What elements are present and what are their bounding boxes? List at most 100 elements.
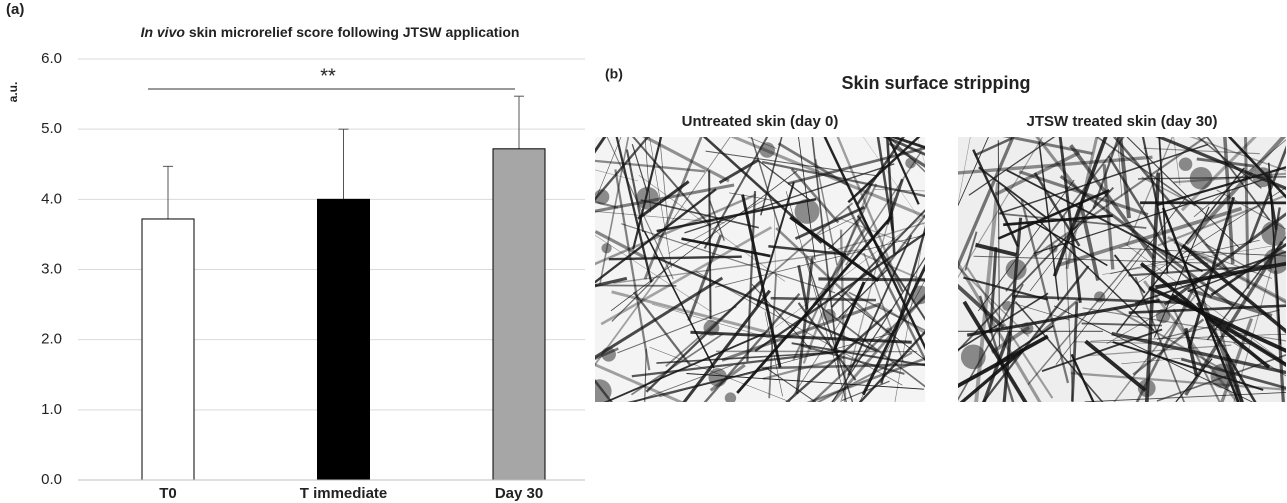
texture-line (1035, 137, 1080, 192)
texture-line (1180, 357, 1286, 390)
texture-line (595, 276, 724, 360)
texture-line (632, 137, 712, 228)
texture-line (863, 137, 925, 227)
texture-line (1201, 253, 1272, 279)
texture-line (1143, 147, 1260, 155)
texture-line (1070, 353, 1095, 402)
texture-blot (885, 327, 892, 334)
texture-line (729, 137, 925, 219)
texture-line (1081, 322, 1162, 327)
texture-line (974, 137, 1013, 157)
texture-line (959, 348, 1025, 402)
texture-line (1005, 137, 1125, 292)
texture-line (1132, 318, 1205, 376)
texture-line (595, 169, 639, 182)
texture-line (775, 227, 893, 337)
texture-line (858, 330, 925, 402)
texture-line (764, 311, 783, 397)
texture-line (756, 181, 795, 307)
texture-line (880, 225, 925, 384)
texture-line (595, 234, 712, 313)
bar (317, 198, 370, 481)
texture-blot (794, 198, 820, 224)
texture-blot (601, 243, 612, 254)
texture-line (1113, 291, 1199, 402)
texture-line (889, 137, 925, 149)
texture-line (746, 191, 757, 362)
texture-line (994, 151, 1081, 196)
texture-blot (1048, 244, 1058, 253)
texture-line (702, 137, 823, 244)
texture-line (1113, 307, 1232, 376)
texture-blot (1021, 322, 1034, 335)
texture-line (1134, 276, 1185, 402)
texture-line (640, 199, 759, 229)
texture-line (848, 291, 925, 332)
texture-line (1073, 341, 1151, 344)
texture-blot (1178, 157, 1193, 171)
texture-line (1111, 331, 1286, 375)
panel-title: Skin surface stripping (841, 73, 1030, 93)
texture-line (1004, 187, 1155, 331)
texture-line (795, 257, 814, 394)
texture-line (1033, 137, 1208, 258)
texture-line (627, 367, 770, 402)
texture-line (1213, 317, 1286, 366)
texture-blot (1252, 167, 1273, 188)
texture-line (1063, 215, 1074, 402)
texture-line (810, 295, 925, 402)
plot: 0.0 1.0 2.0 3.0 4.0 5.0 6.0 T0 T immediate Day 30 (41, 50, 585, 502)
texture-blot (601, 347, 616, 362)
texture-line (859, 279, 925, 402)
texture-line (595, 260, 672, 367)
texture-line (888, 137, 925, 173)
texture-line (962, 300, 1028, 402)
texture-line (860, 216, 904, 293)
texture-line (958, 137, 1015, 270)
texture-blot (1137, 379, 1156, 397)
texture-line (1095, 137, 1196, 207)
texture-line (617, 306, 737, 354)
texture-blot (1210, 363, 1236, 389)
texture-line (1205, 243, 1247, 267)
texture-line (1139, 262, 1271, 369)
texture-line (625, 149, 645, 233)
texture-line (790, 168, 840, 224)
texture-blot (724, 392, 737, 402)
texture-line (840, 197, 896, 402)
title-italic: In vivo (141, 24, 186, 40)
texture-line (665, 202, 854, 367)
texture-line (595, 276, 628, 288)
texture-line (777, 142, 849, 186)
texture-line (1124, 242, 1286, 365)
texture-line (595, 363, 685, 402)
texture-line (1248, 145, 1286, 244)
texture-line (785, 191, 847, 402)
texture-line (773, 206, 776, 273)
texture-line (1029, 218, 1086, 292)
texture-line (964, 231, 978, 271)
texture-line (845, 151, 922, 266)
texture-line (649, 137, 672, 268)
texture-line (1227, 137, 1286, 199)
texture-line (846, 205, 925, 362)
y-tick-label: 2.0 (41, 331, 62, 348)
image (595, 137, 925, 402)
texture-blot (1263, 248, 1286, 274)
y-tick-label: 0.0 (41, 471, 62, 488)
texture-line (1112, 137, 1230, 272)
texture-blot (1005, 259, 1027, 281)
texture-line (1084, 339, 1147, 392)
texture-line (1006, 169, 1204, 273)
texture-line (1118, 137, 1131, 219)
texture-line (1244, 137, 1250, 289)
texture-line (1225, 353, 1244, 402)
texture-line (1052, 137, 1108, 277)
texture-line (958, 137, 1044, 279)
texture-blot (595, 189, 610, 205)
texture-line (760, 137, 783, 216)
texture-line (1069, 144, 1156, 260)
chart-title: In vivo skin microrelief score following… (141, 24, 520, 40)
texture-blot (910, 285, 925, 305)
